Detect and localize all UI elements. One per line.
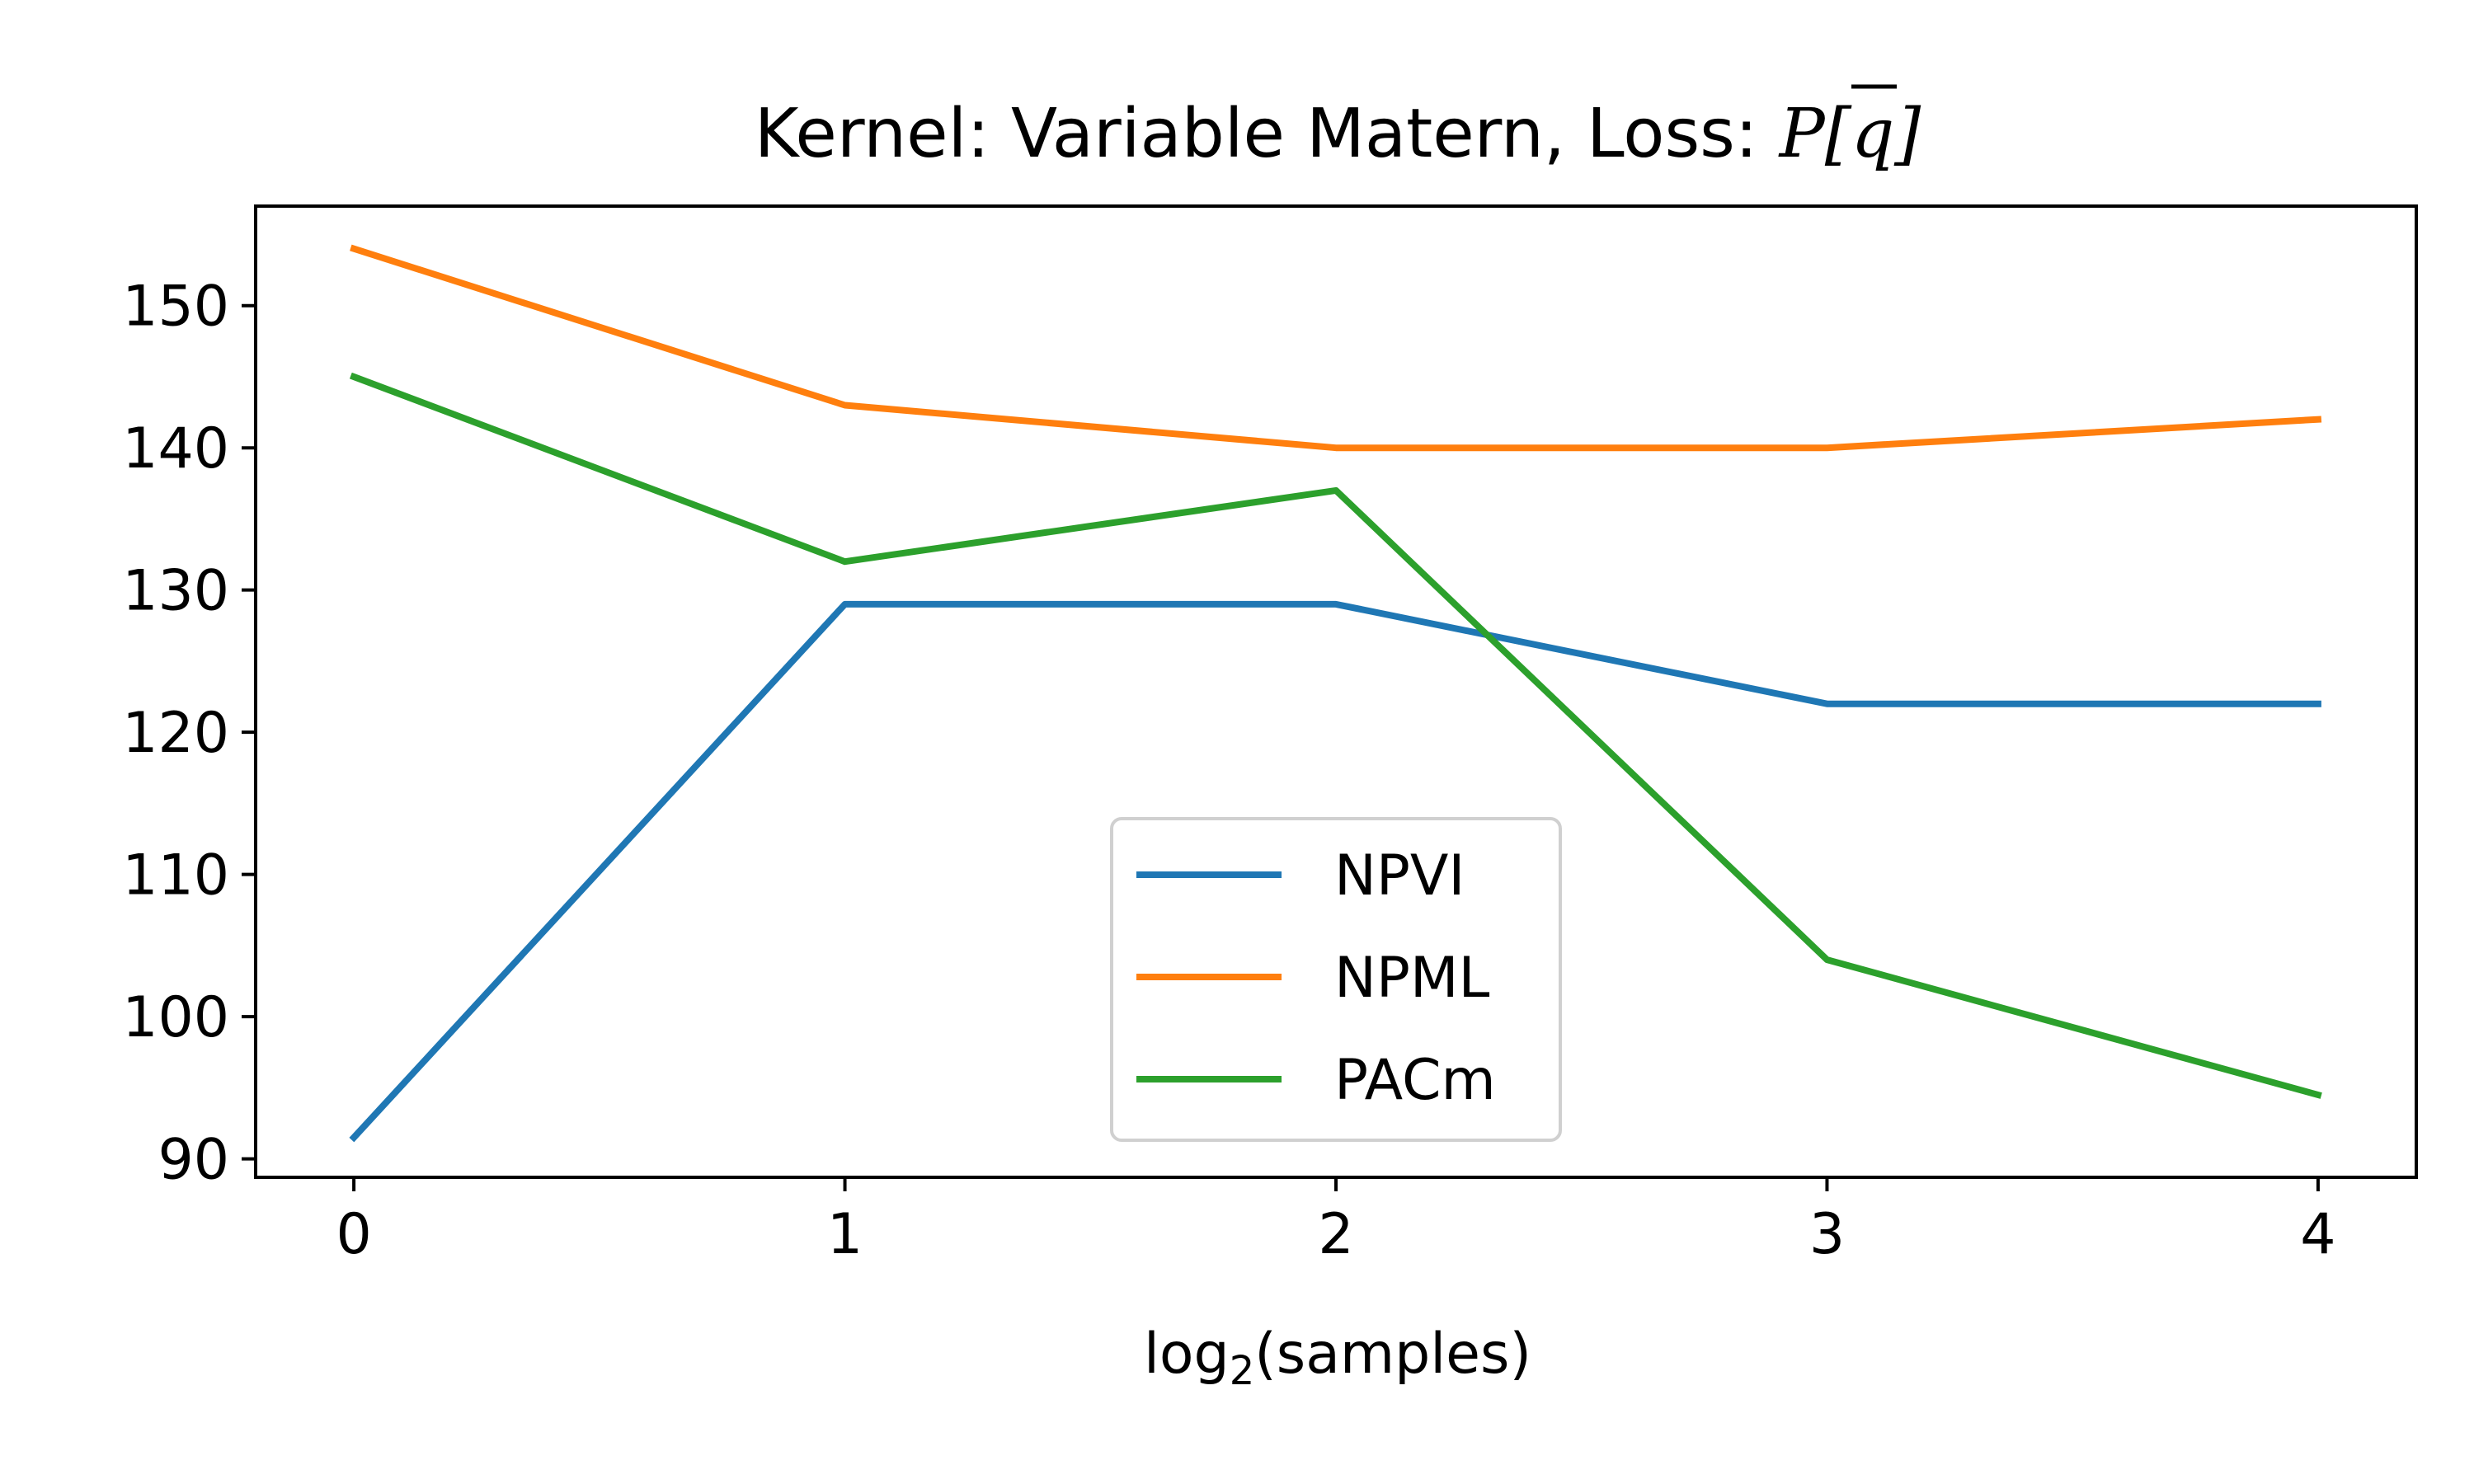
x-tick-label: 2: [1318, 1202, 1353, 1267]
legend-label-pacm: PACm: [1334, 1048, 1496, 1113]
x-axis-label-rest: (samples): [1254, 1322, 1531, 1387]
legend-label-npvi: NPVI: [1334, 843, 1465, 909]
chart-title: Kernel: Variable Matern, Loss: P[q]: [755, 95, 1922, 173]
x-tick-label: 0: [336, 1202, 371, 1267]
y-tick-label: 120: [122, 701, 229, 766]
series-line-pacm: [349, 372, 2322, 1099]
chart-title-prefix: Kernel: Variable Matern, Loss:: [755, 95, 1780, 173]
plot-area: 0 1 2 3 4 90 100 110 120 130 140 150 NPVI NPML PACm: [122, 204, 2418, 1267]
legend-box: [1110, 817, 1562, 1142]
legend-label-npml: NPML: [1334, 946, 1490, 1011]
series-line-npvi: [349, 600, 2321, 1143]
x-axis-label-subscript: 2: [1230, 1348, 1255, 1394]
series-line-npml: [350, 244, 2322, 452]
x-tick-label: 3: [1809, 1202, 1845, 1267]
x-axis-label-base: log: [1144, 1322, 1230, 1387]
x-tick-label: 1: [827, 1202, 863, 1267]
chart-title-symbol: P: [1778, 95, 1827, 173]
y-tick-label: 130: [122, 559, 229, 624]
y-tick-label: 150: [122, 275, 229, 340]
y-tick-label: 110: [122, 843, 229, 909]
y-tick-label: 100: [122, 985, 229, 1050]
x-axis-label: log2(samples): [1144, 1322, 1531, 1394]
y-tick-label: 140: [122, 416, 229, 481]
chart-title-suffix: [q]: [1825, 95, 1921, 173]
y-tick-label: 90: [158, 1128, 229, 1193]
x-tick-label: 4: [2300, 1202, 2335, 1267]
